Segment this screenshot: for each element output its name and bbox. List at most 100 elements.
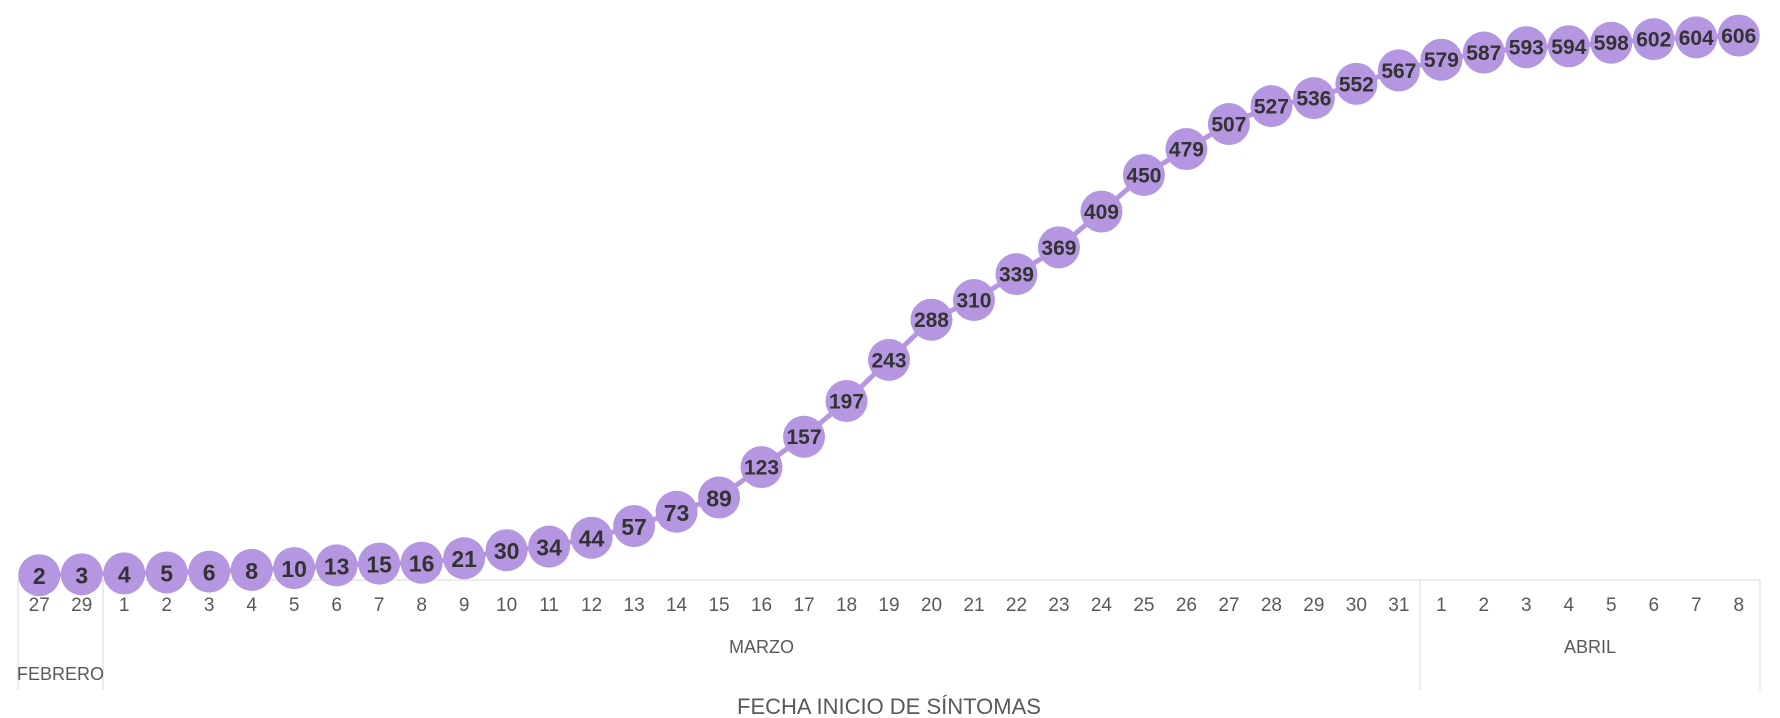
x-tick-label: 16	[751, 595, 772, 616]
x-tick-label: 12	[581, 595, 602, 616]
data-label: 5	[160, 561, 173, 587]
data-point	[1037, 226, 1080, 269]
x-tick-label: 26	[1176, 595, 1197, 616]
data-point	[358, 542, 401, 585]
x-tick-label: 14	[666, 595, 688, 616]
data-point	[1462, 31, 1505, 74]
month-label: ABRIL	[1564, 637, 1616, 657]
data-point	[655, 490, 698, 533]
data-label: 507	[1211, 114, 1246, 137]
data-point	[698, 476, 741, 519]
x-tick-label: 8	[416, 595, 427, 616]
x-tick-label: 21	[963, 595, 984, 616]
data-label: 587	[1466, 42, 1501, 65]
data-label: 15	[366, 552, 392, 578]
x-tick-label: 19	[878, 595, 899, 616]
x-tick-label: 1	[119, 595, 130, 616]
data-point	[400, 541, 443, 584]
x-tick-label: 31	[1388, 595, 1409, 616]
data-label: 606	[1721, 25, 1756, 48]
data-point	[825, 379, 868, 422]
data-point	[18, 554, 61, 597]
data-point	[1377, 49, 1420, 92]
data-point	[1165, 128, 1208, 171]
data-label: 13	[324, 553, 350, 579]
month-label: MARZO	[729, 637, 794, 657]
data-point	[995, 253, 1038, 296]
data-point	[145, 551, 188, 594]
x-tick-label: 2	[1479, 595, 1490, 616]
data-label: 604	[1679, 27, 1714, 50]
x-axis-title: FECHA INICIO DE SÍNTOMAS	[737, 694, 1041, 718]
data-label: 44	[579, 526, 605, 552]
data-label: 527	[1254, 96, 1289, 119]
x-tick-label: 27	[29, 595, 50, 616]
x-tick-label: 20	[921, 595, 942, 616]
x-tick-label: 24	[1091, 595, 1113, 616]
x-tick-label: 22	[1006, 595, 1027, 616]
x-tick-label: 15	[708, 595, 729, 616]
data-point	[1590, 21, 1633, 64]
x-tick-label: 6	[1648, 595, 1659, 616]
x-tick-label: 13	[624, 595, 645, 616]
data-point	[910, 298, 953, 341]
x-tick-label: 9	[459, 595, 470, 616]
x-tick-label: 17	[793, 595, 814, 616]
month-label: FEBRERO	[17, 664, 104, 684]
x-tick-label: 25	[1133, 595, 1154, 616]
data-point	[1420, 38, 1463, 81]
data-label: 450	[1126, 164, 1161, 187]
data-point	[443, 537, 486, 580]
series-line	[39, 33, 1739, 578]
data-point	[273, 547, 316, 590]
x-tick-label: 27	[1218, 595, 1239, 616]
data-point	[1207, 103, 1250, 146]
data-label: 567	[1381, 60, 1416, 83]
data-label: 3	[75, 562, 88, 588]
data-point	[1122, 153, 1165, 196]
data-label: 602	[1636, 29, 1671, 52]
data-point	[230, 548, 273, 591]
data-label: 73	[664, 500, 690, 526]
x-tick-label: 6	[331, 595, 342, 616]
data-point	[315, 544, 358, 587]
data-label: 57	[621, 514, 647, 540]
data-label: 4	[118, 561, 131, 587]
data-point	[783, 415, 826, 458]
data-point	[188, 550, 231, 593]
x-tick-label: 30	[1346, 595, 1367, 616]
data-point	[613, 505, 656, 548]
data-label: 30	[494, 538, 520, 564]
data-label: 339	[999, 264, 1034, 287]
data-label: 369	[1041, 237, 1076, 260]
data-point	[868, 338, 910, 381]
x-tick-label: 23	[1048, 595, 1069, 616]
data-label: 21	[451, 546, 477, 572]
data-label: 16	[409, 551, 435, 577]
data-label: 579	[1424, 49, 1459, 72]
data-label: 34	[536, 535, 562, 561]
x-tick-label: 5	[289, 595, 300, 616]
data-label: 10	[281, 556, 307, 582]
data-point	[1505, 26, 1548, 69]
data-label: 123	[744, 457, 779, 480]
data-point	[1632, 18, 1675, 61]
x-tick-label: 11	[539, 595, 559, 616]
x-tick-label: 3	[204, 595, 215, 616]
data-label: 2	[33, 563, 46, 589]
data-label: 552	[1339, 73, 1374, 96]
data-label: 197	[829, 390, 864, 413]
data-label: 594	[1551, 36, 1586, 59]
data-label: 89	[706, 485, 732, 511]
data-label: 310	[956, 290, 991, 313]
x-tick-label: 4	[246, 595, 257, 616]
data-point	[952, 279, 995, 322]
data-label: 409	[1084, 201, 1119, 224]
data-point	[1717, 14, 1760, 57]
x-tick-label: 18	[836, 595, 857, 616]
data-point	[60, 553, 103, 596]
data-label: 157	[787, 426, 822, 449]
x-tick-label: 2	[161, 595, 172, 616]
data-label: 6	[203, 560, 216, 586]
